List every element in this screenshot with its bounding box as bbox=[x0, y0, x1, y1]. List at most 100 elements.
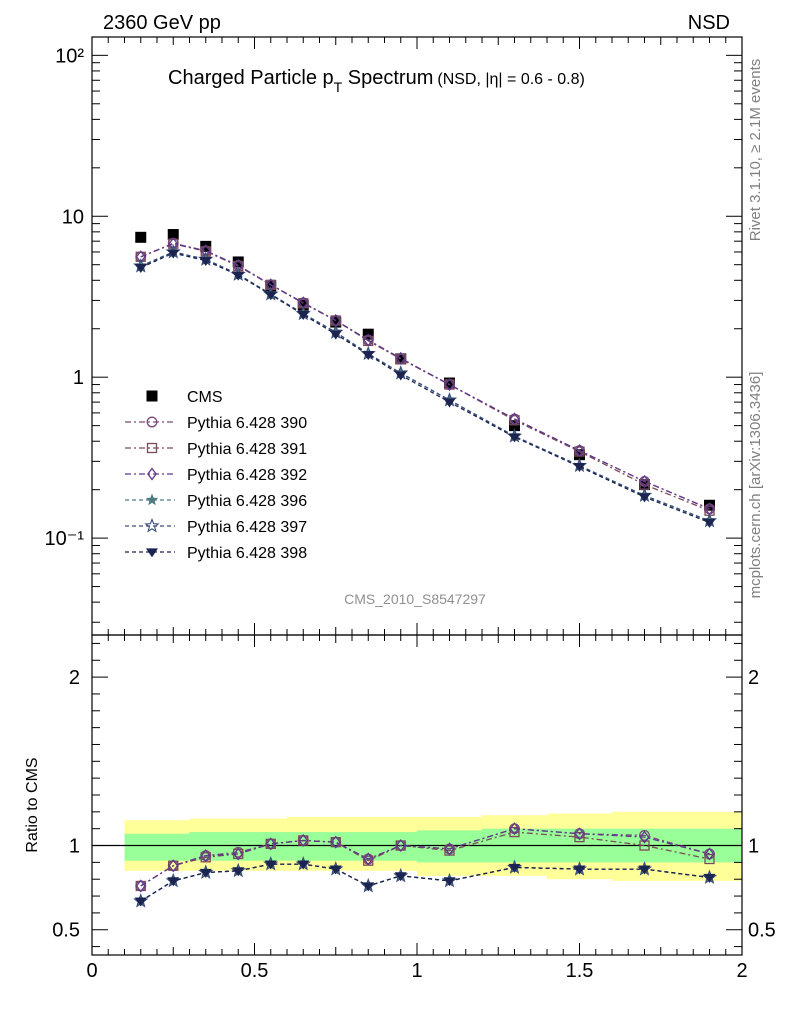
ratio-point bbox=[444, 842, 455, 856]
ratio-line bbox=[140, 863, 710, 902]
ratio-point bbox=[233, 847, 244, 861]
ratio-point bbox=[704, 847, 715, 861]
uncertainty-band-green bbox=[124, 833, 157, 861]
ratio-series-pythia-6-428-398 bbox=[134, 860, 716, 907]
ratio-y-tick-label: 1 bbox=[69, 836, 80, 858]
chart-title: Charged Particle pT Spectrum (NSD, |η| = … bbox=[168, 67, 585, 95]
data-point bbox=[167, 229, 179, 241]
ratio-point bbox=[264, 860, 277, 870]
ratio-series-pythia-6-428-392 bbox=[135, 822, 715, 893]
data-point bbox=[394, 371, 407, 381]
legend-item: Pythia 6.428 390 bbox=[125, 415, 307, 432]
legend-item: CMS bbox=[146, 389, 223, 406]
data-point bbox=[704, 499, 715, 511]
data-point bbox=[265, 280, 277, 292]
data-point bbox=[395, 353, 407, 365]
data-point bbox=[444, 377, 455, 389]
main-y-tick-label: 10² bbox=[55, 45, 84, 67]
series-line bbox=[140, 251, 710, 522]
data-point bbox=[297, 299, 309, 311]
data-point bbox=[135, 231, 147, 243]
uncertainty-band-green bbox=[189, 832, 222, 861]
legend-label: Pythia 6.428 391 bbox=[187, 441, 307, 458]
ratio-point bbox=[639, 840, 650, 851]
x-tick-label: 1.5 bbox=[566, 960, 594, 982]
legend-marker bbox=[146, 390, 158, 402]
data-point bbox=[199, 257, 212, 267]
data-point bbox=[329, 330, 342, 340]
ratio-point bbox=[363, 852, 374, 866]
ratio-point bbox=[703, 873, 716, 883]
legend-label: CMS bbox=[187, 389, 223, 406]
header-left: 2360 GeV pp bbox=[103, 12, 221, 34]
legend-marker bbox=[145, 493, 159, 506]
uncertainty-band-green bbox=[222, 832, 255, 861]
ratio-point bbox=[509, 826, 520, 838]
x-tick-label: 1 bbox=[411, 960, 422, 982]
ratio-frame bbox=[91, 634, 743, 956]
x-tick-label: 0.5 bbox=[241, 960, 269, 982]
series-line bbox=[140, 252, 710, 524]
ratio-point bbox=[573, 865, 586, 875]
data-point bbox=[574, 443, 585, 458]
data-point bbox=[638, 493, 651, 503]
legend-item: Pythia 6.428 392 bbox=[125, 467, 307, 484]
ratio-point bbox=[362, 882, 375, 892]
ratio-point bbox=[574, 827, 585, 841]
data-point bbox=[363, 333, 374, 347]
ratio-point bbox=[508, 863, 521, 873]
x-tick-label: 2 bbox=[736, 960, 747, 982]
legend-marker bbox=[146, 442, 158, 454]
data-point bbox=[703, 518, 716, 528]
main-panel: 10⁻¹ 1 10 10² Charged Particle pT Spectrum (N… bbox=[45, 36, 743, 636]
ratio-point bbox=[704, 853, 715, 865]
data-point bbox=[330, 316, 342, 328]
mcplots-label: mcplots.cern.ch [arXiv:1306.3436] bbox=[747, 372, 764, 599]
legend-label: Pythia 6.428 390 bbox=[187, 415, 307, 432]
legend-item: Pythia 6.428 397 bbox=[125, 517, 307, 536]
ratio-point bbox=[639, 830, 650, 844]
ratio-point bbox=[134, 897, 147, 907]
legend-label: Pythia 6.428 396 bbox=[187, 493, 307, 510]
ratio-y-tick-label: 2 bbox=[69, 667, 80, 689]
data-point bbox=[443, 398, 456, 408]
main-y-tick-label: 10 bbox=[62, 206, 84, 228]
x-tick-label: 0 bbox=[86, 960, 97, 982]
legend-marker bbox=[146, 416, 158, 428]
ratio-point bbox=[329, 865, 342, 875]
ratio-point bbox=[168, 859, 179, 873]
data-point bbox=[639, 474, 650, 489]
ratio-point bbox=[199, 868, 212, 878]
ratio-point bbox=[509, 822, 520, 836]
ratio-point bbox=[394, 872, 407, 882]
legend-marker bbox=[146, 548, 158, 558]
legend-label: Pythia 6.428 397 bbox=[187, 519, 307, 536]
uncertainty-band-green bbox=[384, 832, 417, 861]
legend-marker bbox=[144, 517, 160, 533]
data-point bbox=[134, 263, 147, 273]
data-point bbox=[574, 449, 585, 461]
ratio-point bbox=[200, 849, 211, 863]
analysis-label: CMS_2010_S8547297 bbox=[344, 591, 486, 607]
ratio-point bbox=[638, 865, 651, 875]
legend-item: Pythia 6.428 396 bbox=[125, 493, 307, 510]
legend: CMS Pythia 6.428 390 Pythia 6.428 391 Pythi… bbox=[125, 389, 307, 562]
ratio-point bbox=[443, 877, 456, 887]
legend-marker bbox=[147, 467, 157, 481]
data-point bbox=[297, 310, 310, 320]
header-right: NSD bbox=[688, 12, 730, 34]
data-point bbox=[232, 271, 245, 281]
series-pythia-6-428-397 bbox=[133, 243, 718, 528]
ratio-y-tick-label: 0.5 bbox=[52, 920, 80, 942]
ratio-point bbox=[297, 860, 310, 870]
ratio-point bbox=[265, 837, 276, 851]
data-point bbox=[395, 351, 406, 365]
uncertainty-band-green bbox=[157, 833, 190, 861]
data-point bbox=[444, 377, 455, 392]
data-point bbox=[509, 420, 520, 432]
ratio-point bbox=[395, 838, 406, 853]
data-point bbox=[167, 249, 180, 259]
data-point bbox=[362, 351, 375, 361]
